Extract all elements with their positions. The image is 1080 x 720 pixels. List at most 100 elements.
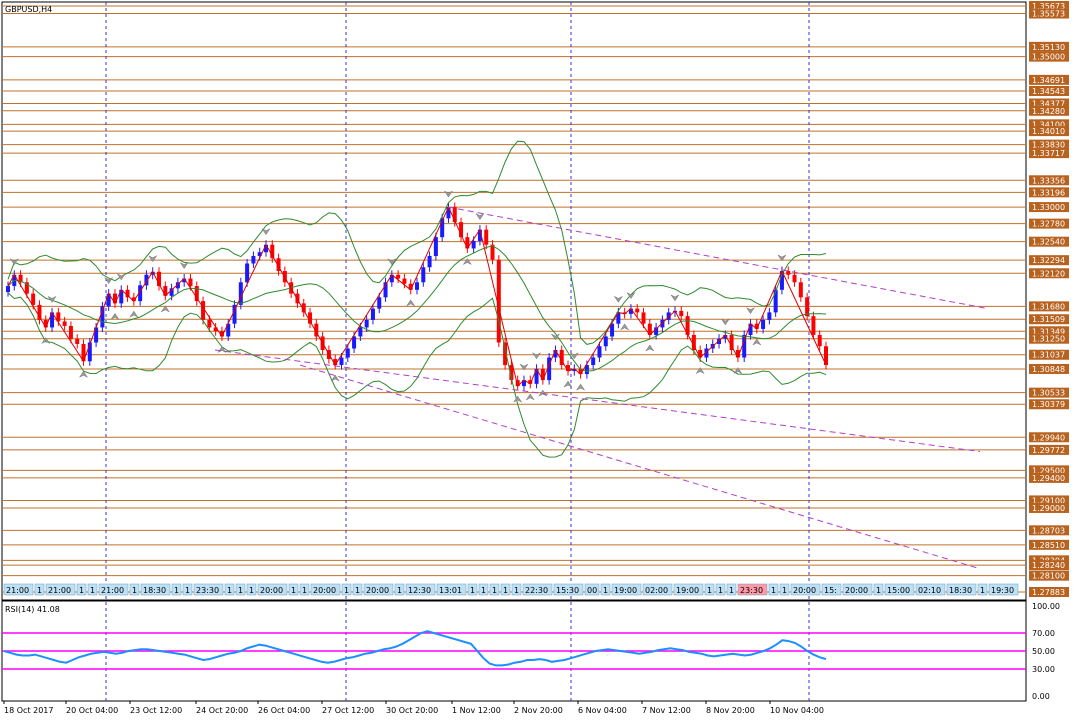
event-tag xyxy=(3,583,34,596)
chart-title: GBPUSD,H4 xyxy=(5,5,52,14)
bear-candle xyxy=(270,240,275,263)
event-marker[interactable]: 20:00 xyxy=(363,583,394,596)
event-marker[interactable]: 1 xyxy=(500,583,511,596)
event-marker[interactable]: 1 xyxy=(873,583,884,596)
candle-body xyxy=(572,368,577,372)
bear-candle xyxy=(43,315,48,332)
price-tag-box xyxy=(1029,326,1069,337)
event-marker[interactable]: 1 xyxy=(34,583,45,596)
event-marker[interactable]: 18:30 xyxy=(140,583,171,596)
event-marker[interactable]: 23:30 xyxy=(737,583,768,596)
event-marker[interactable]: 1 xyxy=(352,583,363,596)
bull-candle xyxy=(572,364,577,376)
price-level-tag: 1.28703 xyxy=(1029,525,1069,536)
price-tag-box xyxy=(1029,1,1069,11)
event-marker[interactable]: 13:01 xyxy=(436,583,467,596)
bear-candle xyxy=(754,319,759,334)
bear-candle xyxy=(112,289,117,308)
event-marker[interactable]: 1 xyxy=(246,583,257,596)
fractal-down-arrow xyxy=(752,338,762,346)
event-marker[interactable]: 15:00 xyxy=(884,583,915,596)
event-marker[interactable]: 21:00 xyxy=(45,583,76,596)
event-marker[interactable]: 00 xyxy=(584,583,600,596)
candle-body xyxy=(779,271,784,290)
event-marker[interactable]: 1 xyxy=(288,583,299,596)
candle-body xyxy=(169,288,174,296)
event-marker[interactable]: 22:30 xyxy=(522,583,553,596)
candle-body xyxy=(201,301,206,320)
event-marker[interactable]: 1 xyxy=(182,583,193,596)
event-marker[interactable]: 20:00 xyxy=(310,583,341,596)
event-marker[interactable]: 19:30 xyxy=(988,583,1019,596)
event-label: 15:30 xyxy=(556,586,579,595)
price-tag-box xyxy=(1029,218,1069,229)
bull-candle xyxy=(377,292,382,314)
candle-body xyxy=(56,312,61,322)
event-marker[interactable]: 20:00 xyxy=(842,583,873,596)
event-marker[interactable]: 21:00 xyxy=(98,583,129,596)
candle-body xyxy=(207,319,212,328)
bear-candle xyxy=(408,279,413,295)
event-label: 1 xyxy=(503,586,508,595)
event-marker[interactable]: 1 xyxy=(76,583,87,596)
price-tag-label: 1.29400 xyxy=(1032,474,1065,483)
event-marker[interactable]: 1 xyxy=(715,583,726,596)
event-marker[interactable]: 1 xyxy=(779,583,790,596)
event-marker[interactable]: 02:10 xyxy=(915,583,946,596)
event-marker[interactable]: 19:00 xyxy=(673,583,704,596)
event-marker[interactable]: 1 xyxy=(489,583,500,596)
bear-candle xyxy=(402,274,407,289)
event-marker[interactable]: 1 xyxy=(87,583,98,596)
bear-candle xyxy=(691,330,696,355)
event-label: 1 xyxy=(249,586,254,595)
event-marker[interactable]: 1 xyxy=(511,583,522,596)
bull-candle xyxy=(144,270,149,290)
event-marker[interactable]: 1 xyxy=(235,583,246,596)
event-marker[interactable]: 1 xyxy=(299,583,310,596)
price-tag-box xyxy=(1029,139,1069,150)
event-marker[interactable]: 1 xyxy=(704,583,715,596)
event-tag xyxy=(171,583,182,596)
candle-body xyxy=(402,278,407,284)
event-marker[interactable]: 12:30 xyxy=(405,583,436,596)
price-tag-box xyxy=(1029,495,1069,506)
event-marker[interactable]: 20:00 xyxy=(257,583,288,596)
event-marker[interactable]: 15:30 xyxy=(553,583,584,596)
price-tag-box xyxy=(1029,570,1069,581)
event-marker[interactable]: 1 xyxy=(467,583,478,596)
bear-candle xyxy=(125,285,130,302)
candle-body xyxy=(509,365,514,381)
candle-body xyxy=(723,334,728,339)
event-marker[interactable]: 1 xyxy=(341,583,352,596)
candle-body xyxy=(37,304,42,320)
event-marker[interactable]: 18:30 xyxy=(946,583,977,596)
event-marker[interactable]: 1 xyxy=(129,583,140,596)
price-tag-label: 1.33830 xyxy=(1032,141,1065,150)
event-marker[interactable]: 21:00 xyxy=(3,583,34,596)
event-marker[interactable]: 1 xyxy=(171,583,182,596)
event-marker[interactable]: 02:00 xyxy=(642,583,673,596)
event-marker[interactable]: 20:00 xyxy=(790,583,821,596)
event-tag xyxy=(704,583,715,596)
bear-candle xyxy=(24,277,29,299)
candle-body xyxy=(817,334,822,347)
event-marker[interactable]: 15: xyxy=(821,583,842,596)
bull-candle xyxy=(477,225,482,246)
event-marker[interactable]: 1 xyxy=(977,583,988,596)
price-level-tag: 1.28240 xyxy=(1029,560,1069,571)
event-marker[interactable]: 1 xyxy=(726,583,737,596)
event-marker[interactable]: 1 xyxy=(600,583,611,596)
event-marker[interactable]: 1 xyxy=(394,583,405,596)
rsi-tick-label: 50.00 xyxy=(1032,647,1055,656)
bull-candle xyxy=(748,319,753,340)
fractal-down-arrow xyxy=(619,323,630,331)
bear-candle xyxy=(68,321,73,344)
event-marker[interactable]: 1 xyxy=(224,583,235,596)
price-tag-label: 1.29000 xyxy=(1032,504,1065,513)
event-label: 21:00 xyxy=(6,586,29,595)
event-marker[interactable]: 1 xyxy=(478,583,489,596)
event-marker[interactable]: 23:30 xyxy=(193,583,224,596)
event-marker[interactable]: 1 xyxy=(768,583,779,596)
event-marker[interactable]: 19:00 xyxy=(611,583,642,596)
